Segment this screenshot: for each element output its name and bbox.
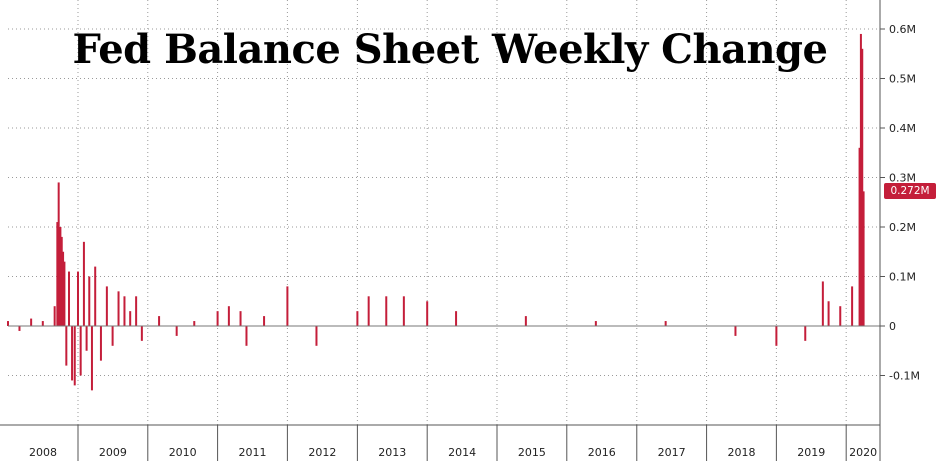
x-tick-label: 2019 [797, 446, 825, 459]
x-tick-label: 2016 [588, 446, 616, 459]
y-tick-label: 0 [889, 320, 896, 333]
bar [76, 271, 79, 326]
bar [57, 182, 60, 326]
bar [263, 316, 266, 326]
bar [82, 241, 85, 326]
x-tick-label: 2011 [238, 446, 266, 459]
x-tick-label: 2010 [169, 446, 197, 459]
last-value-badge: 0.272M [884, 183, 936, 200]
y-tick-label: 0.3M [889, 172, 916, 185]
bar [85, 326, 88, 351]
bar [59, 227, 62, 326]
bar [821, 281, 824, 326]
x-tick-label: 2014 [448, 446, 476, 459]
bar [140, 326, 143, 341]
bar [129, 311, 132, 326]
x-tick-label: 2013 [378, 446, 406, 459]
bar [99, 326, 102, 361]
bar [216, 311, 219, 326]
bar [111, 326, 114, 346]
bar [56, 222, 59, 326]
bar [53, 306, 56, 326]
bar [315, 326, 318, 346]
bar [858, 147, 861, 326]
x-tick-label: 2020 [849, 446, 877, 459]
x-tick-label: 2012 [308, 446, 336, 459]
bar [30, 318, 33, 326]
bar [859, 33, 862, 326]
y-tick-label: 0.6M [889, 23, 916, 36]
bar [426, 301, 429, 326]
y-tick-label: 0.4M [889, 122, 916, 135]
bar [73, 326, 76, 386]
bar [455, 311, 458, 326]
bar [734, 326, 737, 336]
bar [239, 311, 242, 326]
bar [286, 286, 289, 326]
bar [68, 271, 71, 326]
x-tick-label: 2008 [29, 446, 57, 459]
x-tick-label: 2009 [99, 446, 127, 459]
bar [105, 286, 108, 326]
bar [123, 296, 126, 326]
bar [7, 321, 9, 326]
bar [827, 301, 830, 326]
bar [18, 326, 21, 331]
bar [175, 326, 178, 336]
x-tick-label: 2015 [518, 446, 546, 459]
bar [862, 191, 865, 326]
y-tick-label: 0.2M [889, 221, 916, 234]
bar [839, 306, 842, 326]
bar [804, 326, 807, 341]
bar [60, 236, 63, 326]
bar [90, 326, 93, 391]
bar [227, 306, 230, 326]
bar [94, 266, 97, 326]
bar [245, 326, 248, 346]
bar [594, 321, 597, 326]
bar [63, 261, 66, 326]
x-tick-label: 2018 [727, 446, 755, 459]
bar [71, 326, 74, 381]
bar [524, 316, 527, 326]
bar [356, 311, 359, 326]
bar [775, 326, 778, 346]
bar [851, 286, 854, 326]
y-tick-label: 0.5M [889, 73, 916, 86]
y-tick-label: 0.1M [889, 271, 916, 284]
x-tick-label: 2017 [658, 446, 686, 459]
bar [79, 326, 82, 376]
bar [664, 321, 667, 326]
bar [193, 321, 196, 326]
bar [62, 251, 65, 326]
bar [135, 296, 138, 326]
chart-title: Fed Balance Sheet Weekly Change [72, 26, 828, 73]
bar [402, 296, 405, 326]
bar [117, 291, 120, 326]
bar [65, 326, 68, 366]
bar [385, 296, 388, 326]
y-tick-label: -0.1M [889, 370, 920, 383]
bar [861, 48, 864, 327]
bar [88, 276, 91, 326]
bar [158, 316, 161, 326]
bar [41, 321, 44, 326]
bar [367, 296, 370, 326]
